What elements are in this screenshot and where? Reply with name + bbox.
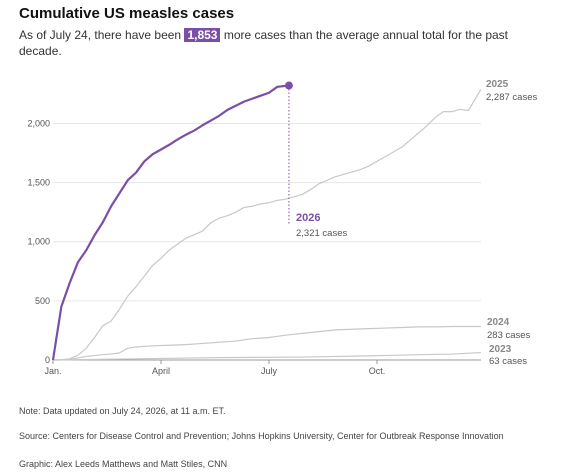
chart-title: Cumulative US measles cases	[19, 5, 235, 22]
series-label: 2026	[296, 212, 320, 224]
subtitle: As of July 24, there have been 1,853 mor…	[19, 27, 539, 59]
series-line	[52, 325, 481, 361]
x-tick-label: July	[261, 366, 278, 376]
series-line	[53, 89, 482, 361]
series-label: 2024	[487, 317, 510, 328]
x-tick-label: Oct.	[369, 366, 386, 376]
value-label: 2,321 cases	[296, 228, 347, 239]
series-line	[52, 351, 481, 361]
series-line	[51, 84, 290, 361]
subtitle-highlight: 1,853	[184, 28, 221, 42]
subtitle-text: more cases than the average annual total…	[19, 28, 509, 58]
series-label: 2025	[486, 79, 509, 90]
note: Note: Data updated on July 24, 2026, at …	[19, 406, 226, 416]
x-tick-label: Jan.	[44, 366, 61, 376]
value-label: 2,287 cases	[486, 92, 537, 103]
subtitle-text: As of July 24, there have been	[19, 28, 182, 42]
x-tick-label: April	[152, 366, 170, 376]
credit: Graphic: Alex Leeds Matthews and Matt St…	[19, 459, 228, 469]
end-point	[284, 81, 293, 90]
y-tick-label: 1,000	[27, 237, 50, 247]
value-label: 283 cases	[487, 330, 531, 341]
y-tick-label: 2,000	[27, 118, 50, 128]
y-tick-label: 0	[45, 355, 50, 365]
y-tick-label: 500	[35, 296, 50, 306]
series-label: 2023	[489, 344, 512, 355]
y-tick-label: 1,500	[27, 178, 50, 188]
source: Source: Centers for Disease Control and …	[19, 431, 504, 441]
value-label: 63 cases	[489, 356, 527, 367]
